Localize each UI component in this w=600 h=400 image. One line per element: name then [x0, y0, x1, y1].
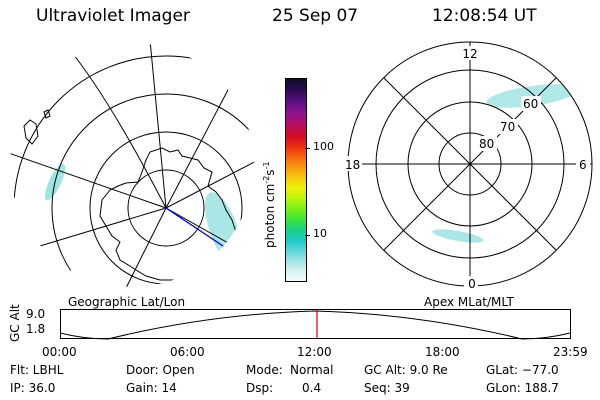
colorbar-unit-sup1: -2: [262, 175, 271, 184]
timeline-ytick-9: 9.0: [26, 307, 46, 321]
timeline-xtick-0600: 06:00: [170, 345, 205, 359]
mlt-label-bg-right: [576, 156, 590, 171]
apex-map: 12 0 18 6 80 70 60: [342, 41, 593, 291]
info-ip: IP: 36.0: [10, 381, 56, 395]
timeline-xtick-2359: 23:59: [553, 345, 588, 359]
lat-label-bg-80: [477, 136, 497, 151]
timeline-plot: [60, 309, 571, 340]
header-time: 12:08:54 UT: [432, 6, 537, 26]
info-mode-label: Mode:: [246, 363, 283, 377]
info-dsp-label: Dsp:: [246, 381, 274, 395]
aurora-patches-left: [44, 163, 243, 281]
mlt-label-bg-bottom: [464, 276, 478, 290]
lat-label-bg-60: [521, 96, 541, 111]
right-panel-caption: Apex MLat/MLT: [424, 295, 514, 309]
geographic-map: [10, 43, 254, 287]
info-mode-value: Normal: [290, 363, 334, 377]
colorbar-label-10: 10: [313, 227, 327, 240]
mlt-label-bg-left: [342, 156, 362, 171]
info-gc-alt: GC Alt: 9.0 Re: [364, 363, 448, 377]
info-dsp-value: 0.4: [302, 381, 322, 395]
timeline-xtick-1200: 12:00: [297, 345, 332, 359]
color-bar: [285, 78, 307, 282]
geographic-map-content: [10, 43, 254, 287]
colorbar-unit-base: photon cm: [263, 183, 277, 248]
mlt-label-6: 6: [579, 158, 587, 172]
timeline-xtick-1800: 18:00: [425, 345, 460, 359]
lat-label-bg-70: [498, 119, 518, 134]
timeline-xtick-0000: 00:00: [42, 345, 77, 359]
mlt-label-bg-top: [460, 46, 480, 60]
colorbar-unit-sup2: -1: [262, 161, 271, 170]
info-filter: Flt: LBHL: [10, 363, 64, 377]
header-date: 25 Sep 07: [272, 6, 359, 26]
colorbar-label-100: 100: [313, 140, 334, 153]
mlt-label-0: 0: [468, 277, 476, 291]
lat-label-80: 80: [479, 137, 494, 151]
altitude-curve: [60, 310, 571, 340]
info-seq: Seq: 39: [364, 381, 410, 395]
lat-label-60: 60: [523, 97, 538, 111]
timeline-ytick-1-8: 1.8: [26, 322, 46, 336]
left-panel-caption: Geographic Lat/Lon: [68, 295, 186, 309]
mlt-label-12: 12: [462, 47, 477, 61]
info-glat: GLat: −77.0: [486, 363, 559, 377]
colorbar-unit-mid: s: [263, 169, 277, 176]
app-title: Ultraviolet Imager: [36, 6, 190, 26]
satellite-track-line: [165, 207, 233, 253]
antarctica-coastline: [99, 147, 237, 281]
info-gain: Gain: 14: [126, 381, 177, 395]
latitude-circles-left: [13, 55, 254, 287]
meridians-left: [10, 43, 254, 287]
timeline-ylabel: GC Alt: [8, 304, 22, 342]
colorbar-tick-10: [305, 235, 310, 236]
apex-grid: [347, 41, 593, 287]
timeline-frame: [60, 309, 571, 339]
lat-label-70: 70: [500, 120, 515, 134]
coast-island-1: [23, 119, 39, 145]
info-glon: GLon: 188.7: [486, 381, 559, 395]
info-door: Door: Open: [126, 363, 195, 377]
colorbar-tick-100: [305, 148, 310, 149]
colorbar-unit-label: photon cm-2s-1: [262, 161, 277, 248]
mlt-label-18: 18: [345, 158, 360, 172]
